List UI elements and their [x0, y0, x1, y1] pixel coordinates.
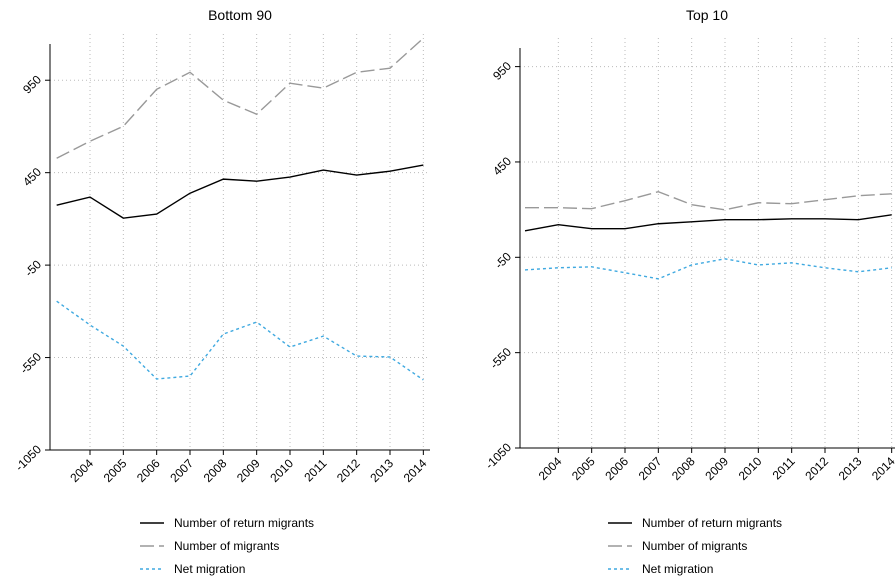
x-tick-label: 2010 [267, 456, 296, 485]
legend-label: Net migration [642, 562, 713, 576]
y-tick-label: 450 [20, 165, 44, 189]
x-tick-label: 2014 [401, 456, 430, 485]
series-line [56, 37, 424, 159]
y-tick-label: -50 [492, 249, 514, 271]
x-tick-label: 2005 [569, 454, 598, 483]
x-tick-label: 2004 [536, 454, 565, 483]
y-tick-label: -1050 [483, 440, 515, 472]
x-tick-label: 2005 [101, 456, 130, 485]
x-tick-label: 2013 [367, 456, 396, 485]
x-tick-label: 2008 [201, 456, 230, 485]
x-tick-label: 2011 [301, 456, 329, 484]
x-tick-label: 2006 [602, 454, 631, 483]
legend-label: Number of return migrants [174, 516, 314, 530]
y-tick-label: -1050 [13, 442, 45, 474]
x-tick-label: 2006 [134, 456, 163, 485]
y-tick-label: 450 [490, 154, 514, 178]
legend-label: Number of migrants [642, 539, 747, 553]
y-tick-label: -50 [22, 257, 44, 279]
x-tick-label: 2010 [736, 454, 765, 483]
legend-label: Number of migrants [174, 539, 279, 553]
x-tick-label: 2007 [167, 456, 196, 485]
legend-label: Net migration [174, 562, 245, 576]
y-tick-label: -550 [487, 345, 514, 372]
chart-title: Bottom 90 [208, 7, 272, 23]
x-tick-label: 2009 [702, 454, 731, 483]
x-tick-label: 2012 [802, 454, 831, 483]
x-tick-label: 2009 [234, 456, 263, 485]
x-tick-label: 2013 [836, 454, 865, 483]
series-line [524, 258, 892, 280]
x-tick-label: 2014 [869, 454, 896, 483]
x-tick-label: 2011 [770, 454, 798, 482]
series-line [525, 190, 892, 211]
x-tick-label: 2008 [669, 454, 698, 483]
x-tick-label: 2012 [334, 456, 363, 485]
series-line [56, 300, 424, 381]
series-line [56, 164, 424, 219]
y-tick-label: 950 [490, 59, 514, 83]
legend-label: Number of return migrants [642, 516, 782, 530]
x-tick-label: 2007 [636, 454, 665, 483]
series-line [524, 214, 892, 232]
chart-title: Top 10 [686, 7, 728, 23]
x-tick-label: 2004 [67, 456, 96, 485]
y-tick-label: -550 [17, 350, 44, 377]
y-tick-label: 950 [20, 72, 44, 96]
